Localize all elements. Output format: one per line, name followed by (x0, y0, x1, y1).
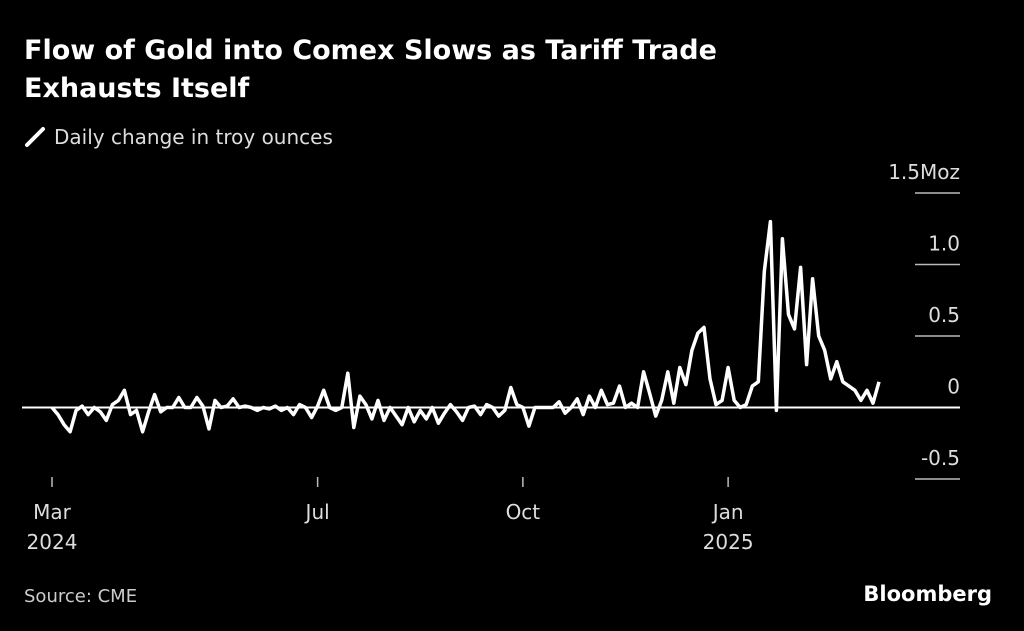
legend-label: Daily change in troy ounces (54, 125, 333, 149)
legend-icon (25, 127, 45, 147)
x-tick-year: 2024 (27, 530, 78, 554)
brand: Bloomberg (863, 582, 992, 606)
chart-title: Flow of Gold into Comex Slows as Tariff … (24, 35, 717, 104)
y-tick-label: 1.0 (928, 232, 960, 256)
y-tick-label: -0.5 (921, 446, 960, 470)
x-tick-label: Mar (33, 500, 72, 524)
y-tick-label: 0.5 (928, 303, 960, 327)
line (50, 219, 881, 434)
y-tick-label: 0 (947, 375, 960, 399)
source: Source: CME (24, 586, 138, 607)
x-tick-year: 2025 (703, 530, 754, 554)
legend: Daily change in troy ounces (24, 125, 333, 149)
x-tick-label: Jan (711, 500, 744, 524)
x-tick-label: Oct (506, 500, 541, 524)
y-tick-label: 1.5Moz (888, 160, 960, 184)
x-tick-label: Jul (304, 500, 330, 524)
